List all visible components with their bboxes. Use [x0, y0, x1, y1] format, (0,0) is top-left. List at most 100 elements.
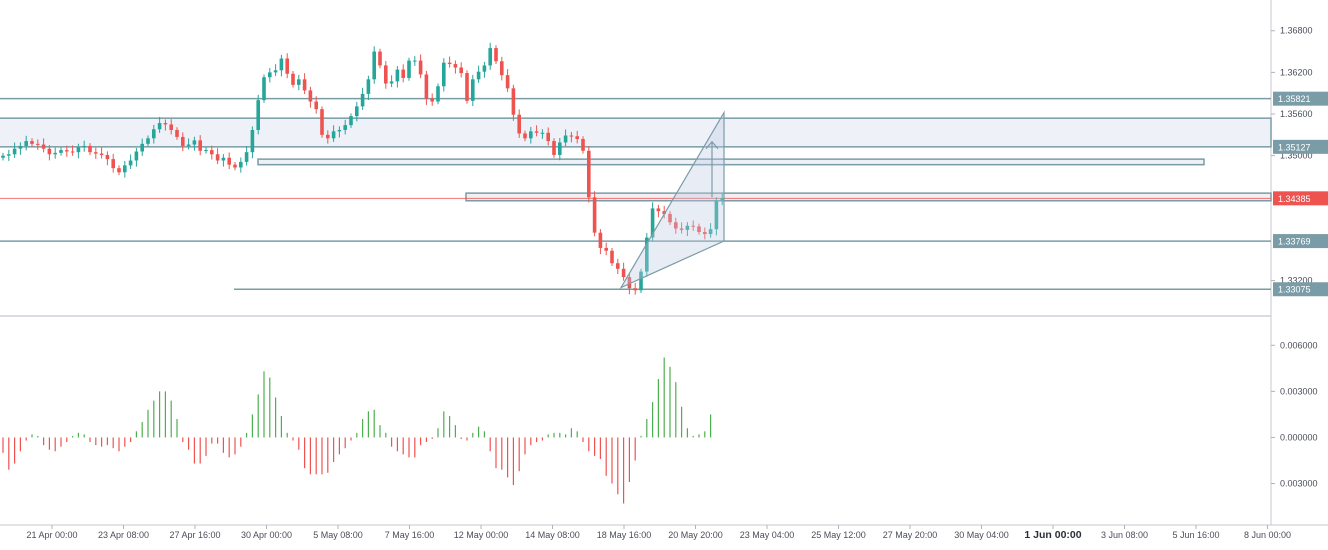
candle-body [152, 129, 156, 139]
candle-body [413, 60, 417, 62]
candle-body [442, 62, 446, 87]
resistance-zone-upper[interactable] [0, 117, 1272, 148]
time-tick-label: 5 Jun 16:00 [1172, 530, 1219, 540]
candle-body [720, 197, 724, 201]
price-label-text: 1.33769 [1278, 237, 1311, 247]
flag-pattern-drawing[interactable] [619, 110, 725, 289]
candle-body [192, 140, 197, 145]
candle-body [534, 131, 539, 133]
candle-body [558, 142, 562, 155]
candle-body [273, 70, 278, 73]
price-label-badge[interactable] [1273, 139, 1328, 154]
time-tick-label: 8 Jun 00:00 [1244, 530, 1291, 540]
candle-body [610, 250, 614, 264]
candle-body [703, 231, 707, 235]
candle-body [256, 100, 260, 130]
candle-body [616, 263, 620, 269]
price-label-badge[interactable] [1273, 191, 1328, 206]
candle-body [378, 51, 382, 66]
candle-body [204, 150, 208, 152]
time-tick-label: 25 May 12:00 [811, 530, 866, 540]
time-tick-label: 7 May 16:00 [385, 530, 435, 540]
candle-body [418, 60, 423, 75]
candle-body [372, 51, 376, 80]
resistance-zone-middle[interactable] [257, 158, 1205, 166]
oscillator-tick-label: 0.003000 [1280, 386, 1318, 396]
oscillator-tick-label: 0.000000 [1280, 432, 1318, 442]
candle-body [262, 77, 266, 101]
candle-body [685, 225, 690, 230]
candle-body [662, 211, 666, 214]
time-tick-label: 1 Jun 00:00 [1024, 529, 1081, 541]
candle-body [645, 237, 649, 272]
time-tick-label: 30 May 04:00 [954, 530, 1009, 540]
candle-body [482, 65, 487, 72]
time-tick-label: 18 May 16:00 [597, 530, 652, 540]
candle-body [349, 116, 353, 126]
price-label-badge[interactable] [1273, 282, 1328, 297]
candle-body [94, 152, 98, 154]
target-arrow-head[interactable] [705, 140, 719, 150]
candle-body [430, 98, 434, 102]
candle-body [627, 277, 632, 289]
candle-body [314, 101, 318, 110]
candle-body [123, 165, 127, 173]
candle-body [157, 123, 162, 130]
price-label-badge[interactable] [1273, 91, 1328, 106]
candle-body [476, 71, 481, 80]
candle-body [88, 145, 92, 153]
candles-layer [1, 42, 724, 295]
candle-body [587, 150, 591, 198]
candle-body [24, 141, 28, 146]
candle-body [511, 88, 516, 115]
candle-body [459, 67, 463, 74]
current-zone[interactable] [465, 192, 1272, 202]
candle-body [668, 213, 672, 223]
time-tick-label: 23 Apr 08:00 [98, 530, 149, 540]
price-tick-label: 1.36800 [1280, 26, 1313, 36]
candle-body [500, 61, 504, 76]
drawings-layer[interactable] [0, 97, 1272, 290]
candle-body [227, 157, 231, 165]
candle-body [488, 48, 492, 66]
candle-body [575, 136, 579, 139]
price-label-text: 1.34385 [1278, 194, 1311, 204]
candle-body [175, 129, 179, 137]
candle-body [146, 138, 150, 144]
candle-body [355, 106, 359, 117]
candle-body [82, 145, 86, 148]
candle-body [105, 154, 110, 160]
candle-body [268, 72, 272, 78]
candle-body [291, 73, 295, 85]
candle-body [12, 148, 17, 155]
price-tick-label: 1.36200 [1280, 67, 1313, 77]
candle-body [523, 133, 527, 139]
candle-body [569, 135, 574, 137]
time-axis[interactable]: 21 Apr 00:00 23 Apr 08:00 27 Apr 16:00 30 A… [26, 525, 1291, 541]
candle-body [598, 232, 603, 248]
time-tick-label: 14 May 08:00 [525, 530, 580, 540]
price-tick-label: 1.33200 [1280, 276, 1313, 286]
candle-body [198, 140, 202, 151]
candle-body [59, 150, 63, 153]
price-axis[interactable]: 1.36800 1.36200 1.35600 1.35000 1.33200 1.358… [1271, 26, 1328, 297]
price-label-text: 1.33075 [1278, 285, 1311, 295]
candle-body [221, 157, 226, 161]
candle-body [302, 79, 307, 91]
candle-body [70, 151, 75, 153]
price-label-badge[interactable] [1273, 234, 1328, 249]
candle-body [186, 144, 191, 146]
time-tick-label: 30 Apr 00:00 [241, 530, 292, 540]
candle-body [36, 143, 40, 145]
candle-body [697, 226, 701, 232]
oscillator-axis[interactable]: 0.006000 0.003000 0.000000 0.003000 [1271, 340, 1318, 489]
candle-body [111, 159, 115, 169]
candle-body [679, 228, 684, 230]
candle-body [424, 74, 429, 99]
candle-body [331, 131, 336, 139]
candle-body [540, 132, 545, 134]
flag-triangle[interactable] [619, 110, 725, 289]
